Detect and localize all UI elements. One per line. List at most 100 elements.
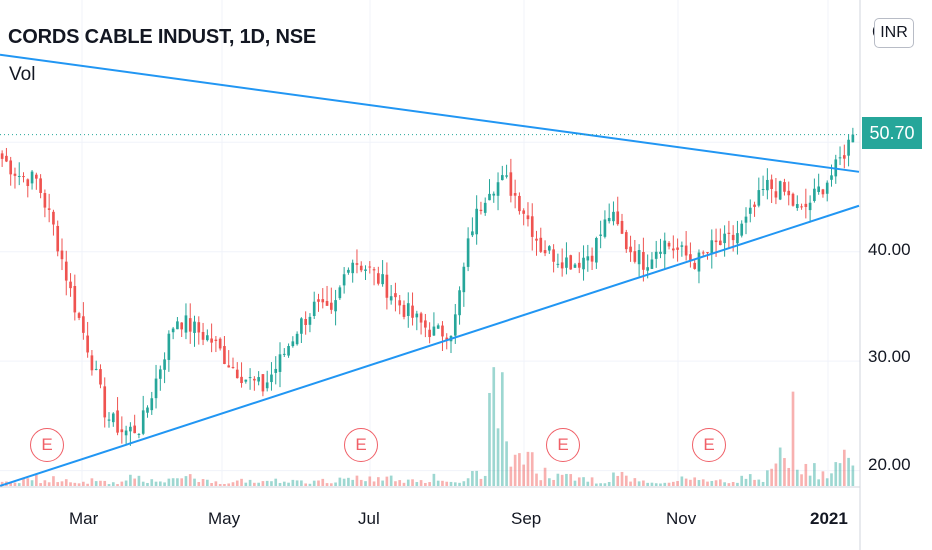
candle-body — [329, 302, 333, 310]
volume-bar — [218, 484, 222, 486]
volume-bar — [513, 454, 517, 486]
candle-body — [22, 176, 25, 178]
volume-bar — [479, 478, 483, 486]
volume-bar — [693, 477, 697, 486]
earnings-marker[interactable]: E — [546, 428, 580, 462]
volume-bar — [30, 480, 34, 486]
earnings-marker[interactable]: E — [344, 428, 378, 462]
volume-bar — [415, 482, 419, 486]
candle-body — [240, 376, 243, 384]
candle-body — [43, 193, 47, 208]
candle-body — [295, 333, 299, 345]
candle-body — [624, 232, 628, 250]
volume-bar — [120, 481, 124, 486]
candle-body — [428, 329, 431, 338]
candle-body — [825, 182, 829, 194]
volume-bar — [381, 480, 384, 486]
candle-body — [235, 369, 239, 379]
volume-bar — [295, 480, 299, 486]
candle-body — [9, 160, 13, 175]
candle-body — [312, 301, 316, 316]
candle-body — [385, 274, 389, 298]
volume-bar — [548, 478, 551, 486]
candle-body — [830, 175, 833, 180]
candle-body — [35, 174, 38, 179]
volume-bar — [133, 478, 136, 486]
earnings-marker[interactable]: E — [30, 428, 64, 462]
candle-body — [684, 245, 688, 256]
volume-bar — [804, 463, 808, 486]
volume-bar — [552, 479, 555, 486]
candle-body — [265, 382, 269, 389]
candle-body — [518, 195, 521, 212]
volume-bar — [736, 482, 739, 486]
candle-body — [39, 178, 42, 193]
volume-bar — [364, 481, 367, 486]
trendline-lower[interactable] — [0, 204, 860, 487]
candle-body — [441, 325, 444, 337]
volume-bar — [599, 483, 602, 486]
candle-body — [304, 318, 307, 326]
candle-body — [94, 368, 98, 370]
candle-body — [697, 252, 701, 272]
volume-bar — [654, 483, 658, 486]
volume-bar — [471, 471, 474, 486]
volume-bar — [329, 483, 333, 486]
candle-body — [176, 321, 179, 330]
candle-body — [821, 189, 825, 195]
volume-bar — [774, 463, 778, 486]
volume-bar — [509, 466, 513, 486]
x-tick-label: Sep — [511, 509, 542, 528]
candle-body — [492, 193, 496, 196]
volume-bar — [9, 481, 13, 486]
candle-body — [64, 261, 68, 281]
candle-body — [479, 209, 483, 212]
candle-body — [334, 300, 337, 312]
candle-body — [424, 320, 427, 328]
candle-body — [73, 285, 77, 313]
candle-body — [770, 179, 773, 189]
candle-body — [791, 193, 795, 206]
volume-bar — [689, 479, 692, 486]
candle-body — [569, 255, 573, 270]
candle-body — [107, 419, 111, 421]
candle-body — [548, 246, 551, 251]
candle-body — [513, 193, 517, 196]
volume-bar — [394, 481, 397, 486]
candle-body — [158, 369, 162, 379]
candle-body — [300, 318, 303, 334]
volume-bar — [637, 481, 641, 486]
trendlines[interactable] — [0, 53, 860, 487]
volume-bar — [607, 482, 611, 486]
volume-bar — [43, 480, 47, 486]
volume-bar — [731, 482, 735, 486]
candle-body — [244, 379, 248, 382]
candle-body — [757, 190, 761, 206]
volume-bar — [466, 478, 470, 486]
volume-bar — [223, 484, 226, 486]
volume-bar — [26, 478, 30, 486]
volume-bar — [69, 482, 72, 486]
volume-bar — [500, 372, 504, 486]
volume-bar — [697, 480, 701, 486]
earnings-marker[interactable]: E — [692, 428, 726, 462]
candle-body — [680, 245, 684, 247]
candle-body — [475, 208, 478, 235]
volume-bar — [761, 481, 765, 486]
candle-body — [727, 232, 731, 234]
chart-title: CORDS CABLE INDUST, 1D, NSE — [8, 26, 316, 48]
candle-body — [47, 208, 51, 210]
volume-bar — [543, 467, 547, 486]
candle-body — [218, 338, 222, 349]
currency-button[interactable]: INR — [874, 18, 914, 48]
volume-bar — [475, 470, 478, 486]
candle-body — [163, 359, 166, 370]
candle-body — [146, 407, 149, 413]
candle-body — [714, 240, 718, 243]
volume-bar — [727, 483, 731, 486]
volume-bar — [334, 482, 337, 486]
volume-bar — [505, 441, 508, 486]
volume-bar — [436, 480, 440, 486]
trendline-upper[interactable] — [0, 53, 860, 173]
